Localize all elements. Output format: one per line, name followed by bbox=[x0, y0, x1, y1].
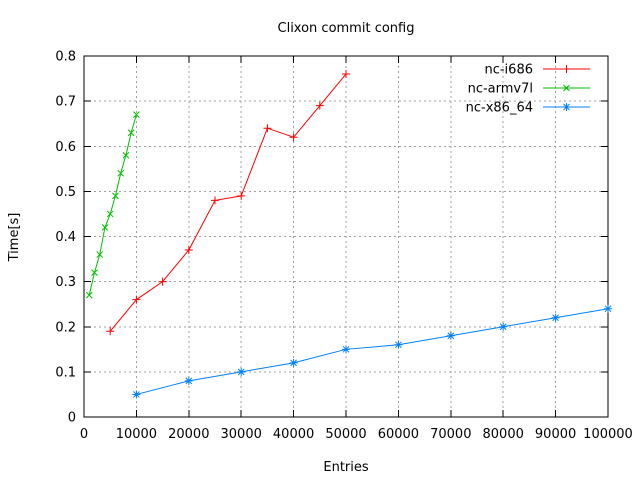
plot-border bbox=[83, 55, 609, 418]
x-tick-label: 10000 bbox=[116, 427, 157, 442]
series-markers-nc-x86_64 bbox=[132, 304, 612, 399]
series-layer bbox=[85, 70, 612, 399]
legend-label-nc-armv7l: nc-armv7l bbox=[468, 82, 533, 97]
y-tick-label: 0.2 bbox=[55, 320, 76, 335]
x-tick-label: 70000 bbox=[430, 427, 471, 442]
series-line-nc-i686 bbox=[109, 73, 347, 332]
series-markers-nc-armv7l bbox=[85, 111, 140, 299]
x-tick-label: 100000 bbox=[583, 427, 633, 442]
y-tick-label: 0.6 bbox=[55, 140, 76, 155]
chart-title: Clixon commit config bbox=[278, 21, 415, 36]
legend-layer: nc-i686 nc-armv7l nc-x86_64 bbox=[466, 63, 590, 116]
label-layer: 0 10000 20000 30000 40000 50000 60000 70000 8000… bbox=[55, 50, 633, 443]
series-line-nc-x86_64 bbox=[136, 308, 609, 395]
legend-entry-nc-armv7l: nc-armv7l bbox=[468, 82, 590, 97]
x-tick-label: 0 bbox=[80, 427, 88, 442]
y-tick-label: 0.5 bbox=[55, 185, 76, 200]
x-tick-label: 80000 bbox=[483, 427, 524, 442]
y-tick-label: 0.4 bbox=[55, 230, 76, 245]
y-tick-label: 0 bbox=[68, 411, 76, 426]
x-tick-label: 20000 bbox=[168, 427, 209, 442]
legend-label-nc-x86_64: nc-x86_64 bbox=[466, 101, 533, 116]
y-tick-label: 0.7 bbox=[55, 95, 76, 110]
x-axis-label: Entries bbox=[323, 460, 369, 475]
y-tick-label: 0.8 bbox=[55, 50, 76, 65]
legend-entry-nc-x86_64: nc-x86_64 bbox=[466, 101, 590, 116]
legend-entry-nc-i686: nc-i686 bbox=[484, 63, 590, 78]
legend-sample-marker-nc-x86_64 bbox=[562, 103, 571, 111]
legend-sample-marker-nc-armv7l bbox=[563, 84, 570, 92]
series-markers-nc-i686 bbox=[106, 70, 350, 336]
x-tick-label: 30000 bbox=[221, 427, 262, 442]
legend-label-nc-i686: nc-i686 bbox=[484, 63, 533, 78]
y-tick-label: 0.1 bbox=[55, 365, 76, 380]
legend-sample-marker-nc-i686 bbox=[562, 65, 571, 73]
x-tick-label: 50000 bbox=[325, 427, 366, 442]
series-line-nc-armv7l bbox=[88, 114, 137, 296]
grid-layer bbox=[84, 56, 608, 417]
x-tick-label: 60000 bbox=[378, 427, 419, 442]
y-tick-label: 0.3 bbox=[55, 275, 76, 290]
x-tick-label: 90000 bbox=[535, 427, 576, 442]
x-tick-label: 40000 bbox=[273, 427, 314, 442]
y-axis-label: Time[s] bbox=[7, 213, 22, 263]
